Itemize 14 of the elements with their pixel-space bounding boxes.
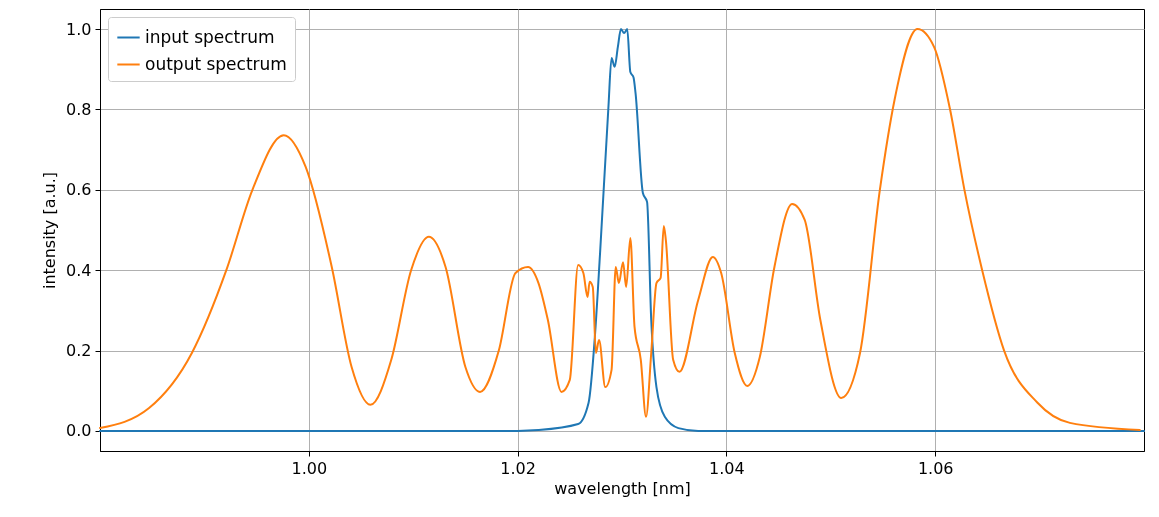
legend-label: output spectrum [145,53,287,74]
legend-label: input spectrum [145,26,275,47]
y-axis-title: intensity [a.u.] [40,171,60,290]
x-tick-label: 1.06 [917,458,954,478]
y-tick-label: 1.0 [66,19,92,39]
y-tick-label: 0.4 [66,260,92,280]
y-tick-label: 0.0 [66,421,92,441]
x-tick-label: 1.00 [291,458,328,478]
x-tick-label: 1.02 [500,458,536,478]
y-tick-label: 0.6 [66,180,92,200]
y-tick-label: 0.2 [66,341,92,361]
x-axis-title: wavelength [nm] [554,478,691,498]
x-tick-label: 1.04 [709,458,745,478]
y-tick-label: 0.8 [66,99,92,119]
